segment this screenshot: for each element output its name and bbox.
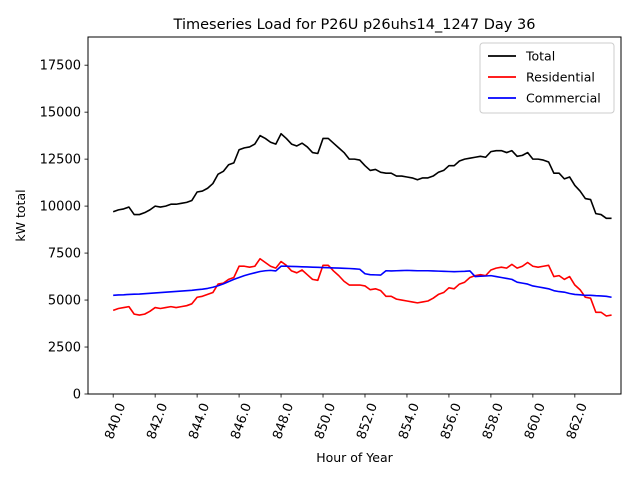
legend-label-residential: Residential: [526, 70, 595, 85]
series-line-residential: [112, 257, 612, 317]
y-tick-label: 5000: [48, 294, 81, 309]
series-line-total: [112, 132, 612, 220]
y-axis-label: kW total: [13, 189, 28, 241]
y-tick-label: 0: [73, 388, 81, 403]
legend-label-commercial: Commercial: [526, 91, 601, 106]
y-tick-label: 15000: [40, 106, 81, 121]
y-tick-label: 7500: [48, 247, 81, 262]
legend-label-total: Total: [525, 49, 555, 64]
y-tick-label: 12500: [40, 153, 81, 168]
axes-border: [87, 36, 622, 395]
series-group: [112, 132, 612, 317]
y-tick-label: 2500: [48, 341, 81, 356]
series-line-commercial: [113, 265, 612, 299]
y-axis: 0 2500 5000 7500 10000 12500 15000 17500: [40, 59, 88, 403]
y-tick-label: 10000: [40, 200, 81, 215]
chart-title: Timeseries Load for P26U p26uhs14_1247 D…: [173, 17, 536, 33]
x-axis-label: Hour of Year: [316, 450, 393, 465]
legend-box: [479, 42, 615, 114]
legend: Total Residential Commercial: [479, 42, 615, 114]
y-tick-label: 17500: [40, 59, 81, 74]
